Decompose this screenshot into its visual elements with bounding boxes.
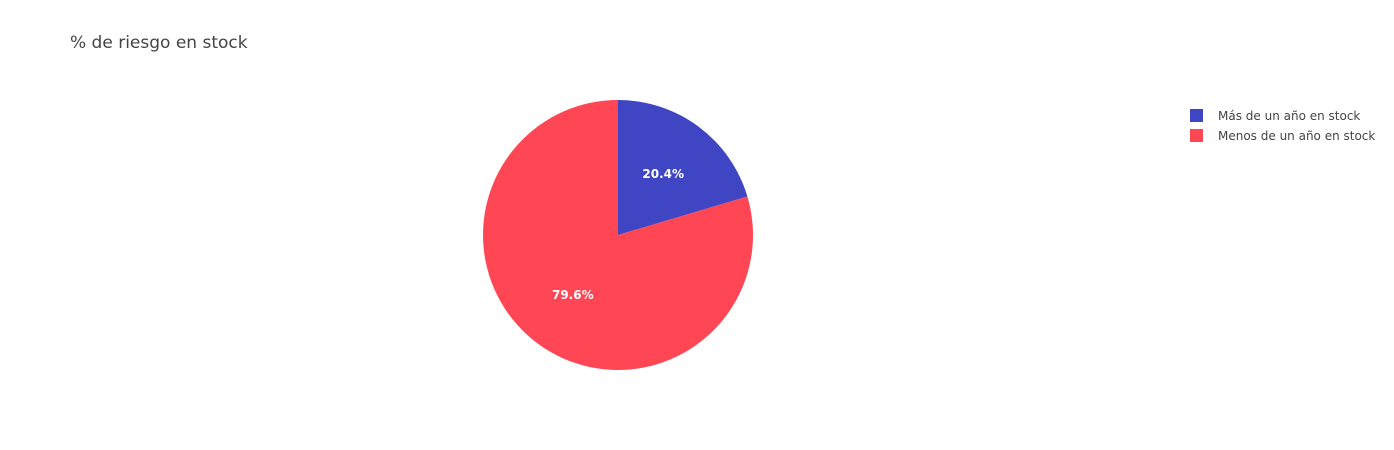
legend-swatch-menos-de-un-ano [1190,129,1203,142]
pie-slice-label-0: 20.4% [642,167,684,181]
pie-slice-0[interactable] [618,100,748,235]
legend-item-menos-de-un-ano[interactable]: Menos de un año en stock [1190,126,1375,145]
legend-swatch-mas-de-un-ano [1190,109,1203,122]
chart-title: % de riesgo en stock [70,33,248,53]
legend[interactable]: Más de un año en stock Menos de un año e… [1190,106,1375,146]
legend-label-mas-de-un-ano: Más de un año en stock [1218,108,1361,123]
legend-label-menos-de-un-ano: Menos de un año en stock [1218,128,1376,143]
pie-slice-1[interactable] [483,100,753,370]
pie-slice-label-1: 79.6% [552,288,594,302]
legend-item-mas-de-un-ano[interactable]: Más de un año en stock [1190,106,1375,125]
